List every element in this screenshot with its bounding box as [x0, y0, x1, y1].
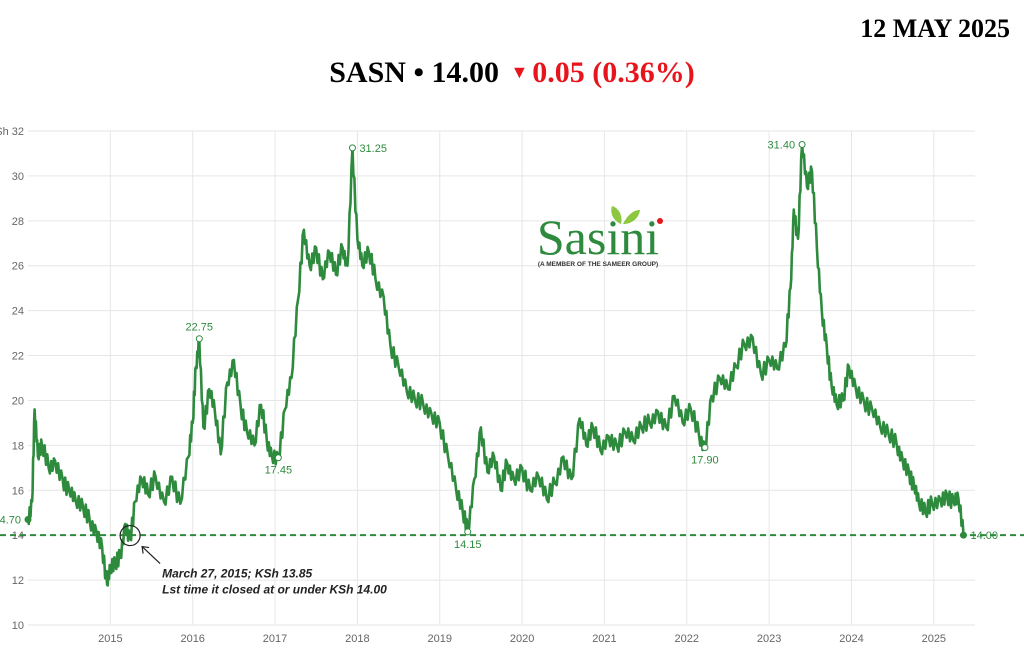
point-marker: [24, 515, 32, 523]
x-tick-label: 2024: [839, 633, 863, 645]
x-axis: 2015 2016 2017 2018 2019 2020 2021 2022 2023 2024…: [98, 633, 946, 645]
point-label: 14.70: [0, 514, 21, 526]
point-marker: [195, 335, 203, 343]
y-tick-label: 20: [12, 395, 24, 407]
annotation-arrow: [141, 546, 161, 564]
x-tick-label: 2015: [98, 633, 122, 645]
berry-icon: [657, 218, 663, 224]
point-label: 17.45: [265, 465, 293, 477]
y-tick-label: 18: [12, 440, 24, 452]
point-marker: [464, 528, 472, 536]
x-tick-label: 2022: [675, 633, 699, 645]
x-tick-label: 2025: [922, 633, 946, 645]
y-tick-label: 28: [12, 216, 24, 228]
x-tick-label: 2019: [427, 633, 451, 645]
x-tick-label: 2023: [757, 633, 781, 645]
ticker-symbol: SASN: [329, 56, 406, 89]
point-marker: [959, 531, 967, 539]
y-tick-label: 26: [12, 261, 24, 273]
logo-tagline: (A MEMBER OF THE SAMEER GROUP): [538, 261, 658, 268]
leaf-icon: [611, 206, 640, 224]
point-label: 17.90: [691, 455, 719, 467]
annotation-line-2: Lst time it closed at or under KSh 14.00: [162, 583, 387, 597]
price-change: 0.05 (0.36%): [532, 56, 695, 89]
y-tick-label: 10: [12, 620, 24, 632]
point-label: 14.00: [970, 530, 998, 542]
y-tick-label: KSh 32: [0, 126, 24, 138]
point-label: 31.40: [768, 139, 796, 151]
report-date: 12 MAY 2025: [860, 14, 1010, 43]
point-label: 31.25: [359, 143, 387, 155]
point-marker: [798, 140, 806, 148]
point-marker: [701, 444, 709, 452]
annotation-circle: [119, 524, 141, 547]
separator-dot: •: [413, 56, 424, 89]
point-label: 22.75: [186, 322, 214, 334]
x-tick-label: 2016: [180, 633, 204, 645]
annotation-arrowhead: [141, 545, 150, 554]
x-tick-label: 2020: [510, 633, 534, 645]
x-tick-label: 2017: [263, 633, 287, 645]
y-tick-label: 30: [12, 171, 24, 183]
point-marker: [348, 144, 356, 152]
down-triangle-icon: ▼: [510, 62, 529, 82]
last-price: 14.00: [431, 56, 499, 89]
x-tick-label: 2018: [345, 633, 369, 645]
point-labels: 14.70 22.75 17.45 31.25 14.15 17.90 31.40 14.00: [0, 139, 998, 550]
y-tick-label: 14: [12, 530, 24, 542]
annotation-line-1: March 27, 2015; KSh 13.85: [162, 567, 312, 581]
chart-grid: [28, 130, 975, 626]
series-line-sasn: [26, 143, 965, 587]
y-tick-label: 24: [12, 306, 24, 318]
point-marker: [274, 454, 282, 462]
y-tick-label: 22: [12, 351, 24, 363]
y-tick-label: 12: [12, 575, 24, 587]
logo-wordmark: Sasini: [537, 209, 659, 265]
y-axis: 10 12 14 16 18 20 22 24 26 28 30 KSh 32: [0, 126, 24, 632]
sasini-logo: Sasini (A MEMBER OF THE SAMEER GROUP): [537, 206, 663, 268]
x-tick-label: 2021: [592, 633, 616, 645]
y-tick-label: 16: [12, 485, 24, 497]
price-headline: SASN • 14.00 ▼ 0.05 (0.36%): [0, 56, 1024, 90]
point-label: 14.15: [454, 539, 482, 551]
annotation: March 27, 2015; KSh 13.85 Lst time it cl…: [119, 524, 387, 597]
